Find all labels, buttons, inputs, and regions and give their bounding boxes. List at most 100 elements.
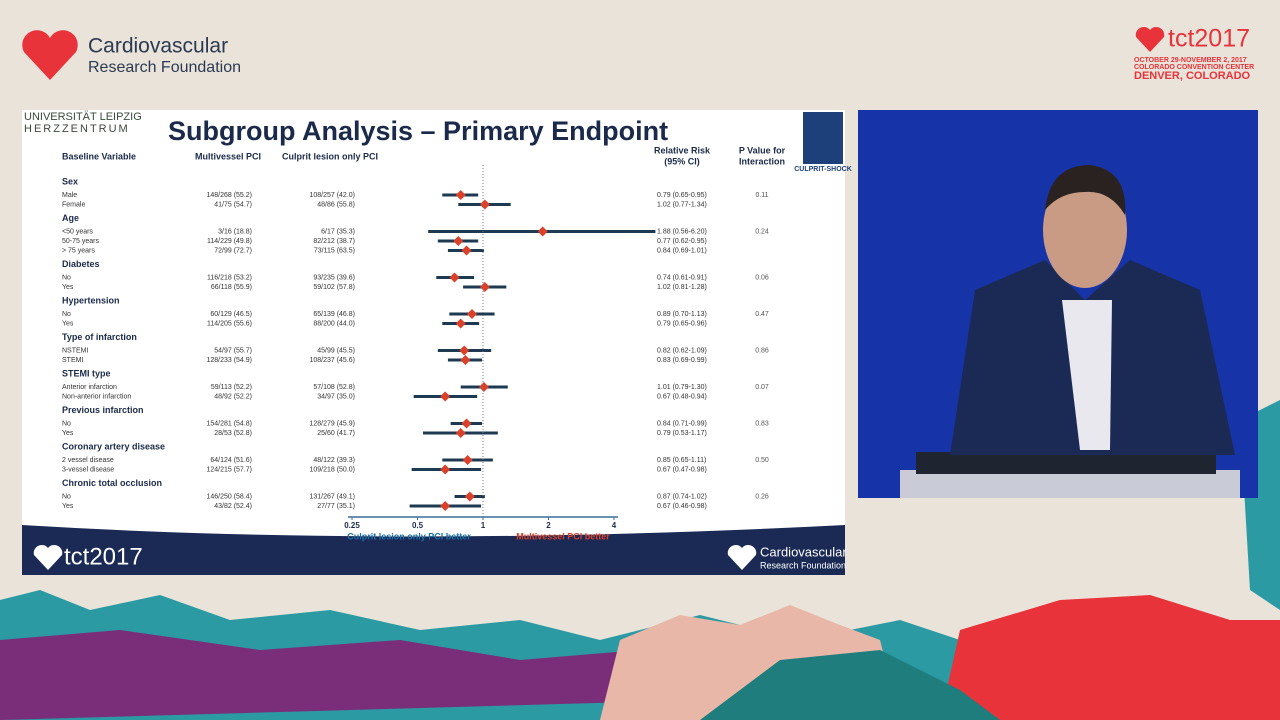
x-label-left: Culprit lesion only PCI better xyxy=(347,531,471,541)
mv-events: 114/205 (55.6) xyxy=(207,320,252,327)
rr-label: 0.82 (0.62-1.09) xyxy=(657,347,707,354)
rr-label: 0.77 (0.62-0.95) xyxy=(657,238,707,245)
rr-label: 0.67 (0.48-0.94) xyxy=(657,393,707,400)
footer-heart xyxy=(33,544,63,570)
p-value: 0.24 xyxy=(755,228,769,235)
point-estimate xyxy=(459,345,470,356)
p-value: 0.11 xyxy=(755,192,768,199)
point-estimate xyxy=(440,501,451,511)
row-label: 3-vessel disease xyxy=(62,466,114,473)
mv-events: 66/118 (55.9) xyxy=(211,284,252,291)
mv-events: 3/16 (18.8) xyxy=(218,228,252,235)
p-value: 0.86 xyxy=(755,347,769,354)
mv-events: 124/215 (57.7) xyxy=(206,466,252,473)
mv-events: 41/75 (54.7) xyxy=(214,201,252,208)
cl-events: 108/257 (42.0) xyxy=(309,192,355,199)
rr-label: 0.67 (0.46-0.98) xyxy=(657,503,707,510)
point-estimate xyxy=(479,199,490,210)
rr-label: 0.83 (0.69-0.99) xyxy=(657,357,707,364)
tct-heart xyxy=(1135,26,1165,52)
rr-label: 0.79 (0.53-1.17) xyxy=(657,430,707,437)
cl-events: 93/235 (39.6) xyxy=(313,274,355,281)
cl-events: 27/77 (35.1) xyxy=(317,503,355,510)
org-name: Research Foundation xyxy=(88,59,241,76)
rr-label: 0.79 (0.65-0.95) xyxy=(657,192,707,199)
footer-brand: tct2017 xyxy=(64,543,143,570)
point-estimate xyxy=(449,272,460,283)
x-tick-label: 1 xyxy=(481,521,486,530)
row-label: 50-75 years xyxy=(62,238,99,245)
cl-events: 48/86 (55.8) xyxy=(317,201,355,208)
row-label: Non-anterior infarction xyxy=(62,393,131,400)
group-label: Previous infarction xyxy=(62,405,144,415)
point-estimate xyxy=(462,455,473,465)
mv-events: 128/233 (54.9) xyxy=(206,357,252,364)
mv-events: 60/129 (46.5) xyxy=(210,311,252,318)
row-label: No xyxy=(62,420,71,427)
cl-events: 82/212 (38.7) xyxy=(313,238,355,245)
speaker-head xyxy=(1043,172,1127,288)
point-estimate xyxy=(440,464,451,475)
point-estimate xyxy=(461,245,472,256)
cl-events: 131/267 (49.1) xyxy=(309,493,355,500)
mv-events: 154/281 (54.8) xyxy=(206,420,252,427)
point-estimate xyxy=(453,236,464,246)
point-estimate xyxy=(478,382,489,392)
p-value: 0.50 xyxy=(755,457,769,464)
row-label: NSTEMI xyxy=(62,347,89,354)
column-headers: Baseline Variable Multivessel PCI Culpri… xyxy=(62,145,786,166)
mv-events: 116/218 (53.2) xyxy=(207,274,252,281)
row-label: STEMI xyxy=(62,357,83,364)
x-tick-label: 2 xyxy=(546,521,551,530)
row-label: Yes xyxy=(62,430,74,437)
rr-label: 0.67 (0.47-0.98) xyxy=(657,466,707,473)
slide xyxy=(22,110,845,575)
group-label: STEMI type xyxy=(62,368,111,378)
point-estimate xyxy=(440,391,451,402)
brand: tct2017 xyxy=(1168,25,1250,53)
cl-events: 34/97 (35.0) xyxy=(317,393,355,400)
hills-purple xyxy=(0,630,700,720)
mv-events: 48/92 (52.2) xyxy=(214,393,252,400)
point-estimate xyxy=(461,418,472,429)
x-tick-label: 4 xyxy=(612,521,617,530)
x-tick-label: 0.5 xyxy=(412,521,424,530)
speaker-hair xyxy=(1045,165,1126,215)
group-label: Age xyxy=(62,213,79,223)
group-label: Type of infarction xyxy=(62,332,137,342)
org-name: Cardiovascular xyxy=(88,35,228,58)
mv-events: 43/82 (52.4) xyxy=(214,503,252,510)
cl-events: 45/99 (45.5) xyxy=(317,347,355,354)
cl-events: 128/279 (45.9) xyxy=(309,420,355,427)
cl-events: 73/115 (63.5) xyxy=(314,247,355,254)
mv-events: 59/113 (52.2) xyxy=(211,384,252,391)
point-estimate xyxy=(455,190,466,200)
column-header: Multivessel PCI xyxy=(195,151,261,161)
cl-events: 108/237 (45.6) xyxy=(309,357,355,364)
row-label: > 75 years xyxy=(62,247,95,254)
p-value: 0.06 xyxy=(755,274,769,281)
row-label: No xyxy=(62,493,71,500)
forest-plot: Sex 0.11 Male 148/268 (55.2) 108/257 (42.0) 0… xyxy=(62,165,769,541)
p-value: 0.07 xyxy=(755,384,769,391)
slide-footer-curve xyxy=(22,525,845,545)
p-value: 0.47 xyxy=(755,311,769,318)
university-logo: UNIVERSITÄT LEIPZIG xyxy=(24,111,142,123)
cl-events: 48/122 (39.3) xyxy=(313,457,355,464)
footer-org: Cardiovascular xyxy=(760,544,847,559)
point-estimate xyxy=(464,491,475,502)
row-label: No xyxy=(62,311,71,318)
hills-dark xyxy=(700,650,1000,720)
row-label: No xyxy=(62,274,71,281)
mv-events: 72/99 (72.7) xyxy=(214,247,252,254)
trial-logo-box xyxy=(803,112,843,164)
cl-events: 109/218 (50.0) xyxy=(309,466,355,473)
row-label: Female xyxy=(62,201,85,208)
p-value: 0.26 xyxy=(755,493,769,500)
cl-events: 88/200 (44.0) xyxy=(313,320,355,327)
university-logo: HERZZENTRUM xyxy=(24,123,130,135)
lectern xyxy=(916,452,1216,474)
group-label: Sex xyxy=(62,176,78,186)
